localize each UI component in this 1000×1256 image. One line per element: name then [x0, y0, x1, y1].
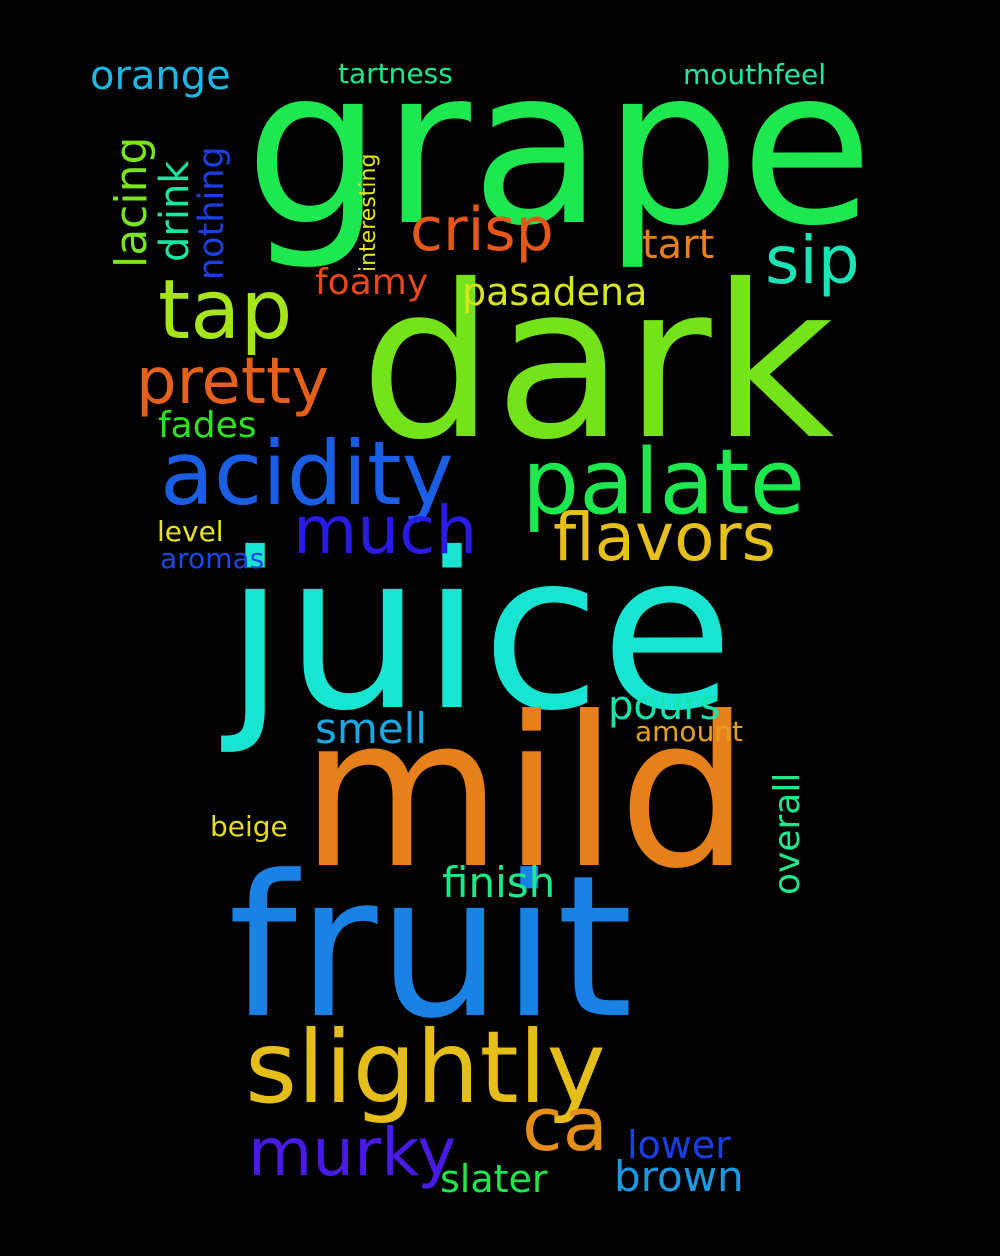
word-amount: amount: [635, 715, 744, 748]
word-fades: fades: [158, 405, 257, 446]
word-grape: grape: [245, 22, 874, 273]
word-beige: beige: [210, 810, 288, 843]
word-orange: orange: [90, 53, 231, 99]
word-brown: brown: [614, 1152, 744, 1201]
word-crisp: crisp: [410, 195, 554, 265]
word-ca: ca: [522, 1082, 609, 1168]
word-interesting: interesting: [356, 153, 381, 272]
word-level: level: [157, 515, 224, 548]
word-drink: drink: [152, 160, 198, 262]
word-murky: murky: [248, 1114, 457, 1191]
word-lacing: lacing: [106, 136, 157, 268]
word-palate: palate: [522, 430, 806, 535]
word-finish: finish: [442, 858, 556, 907]
word-fruit: fruit: [228, 834, 634, 1062]
word-smell: smell: [315, 704, 427, 753]
word-mouthfeel: mouthfeel: [683, 58, 826, 91]
word-mild: mild: [300, 673, 751, 915]
word-pours: pours: [608, 683, 721, 729]
word-slightly: slightly: [245, 1009, 606, 1126]
word-sip: sip: [765, 222, 860, 299]
word-tap: tap: [158, 263, 293, 358]
word-nothing: nothing: [192, 146, 232, 280]
word-juice: juice: [225, 507, 734, 758]
word-much: much: [293, 492, 478, 569]
word-acidity: acidity: [160, 422, 454, 525]
word-aromas: aromas: [160, 542, 265, 575]
word-pretty: pretty: [136, 345, 329, 419]
word-tartness: tartness: [338, 57, 453, 90]
word-foamy: foamy: [315, 262, 429, 303]
word-flavors: flavors: [553, 499, 776, 576]
word-lower: lower: [627, 1123, 731, 1167]
word-dark: dark: [360, 239, 835, 486]
word-slater: slater: [440, 1157, 548, 1201]
word-overall: overall: [767, 772, 808, 895]
word-pasadena: pasadena: [462, 270, 648, 314]
word-tart: tart: [642, 222, 715, 268]
